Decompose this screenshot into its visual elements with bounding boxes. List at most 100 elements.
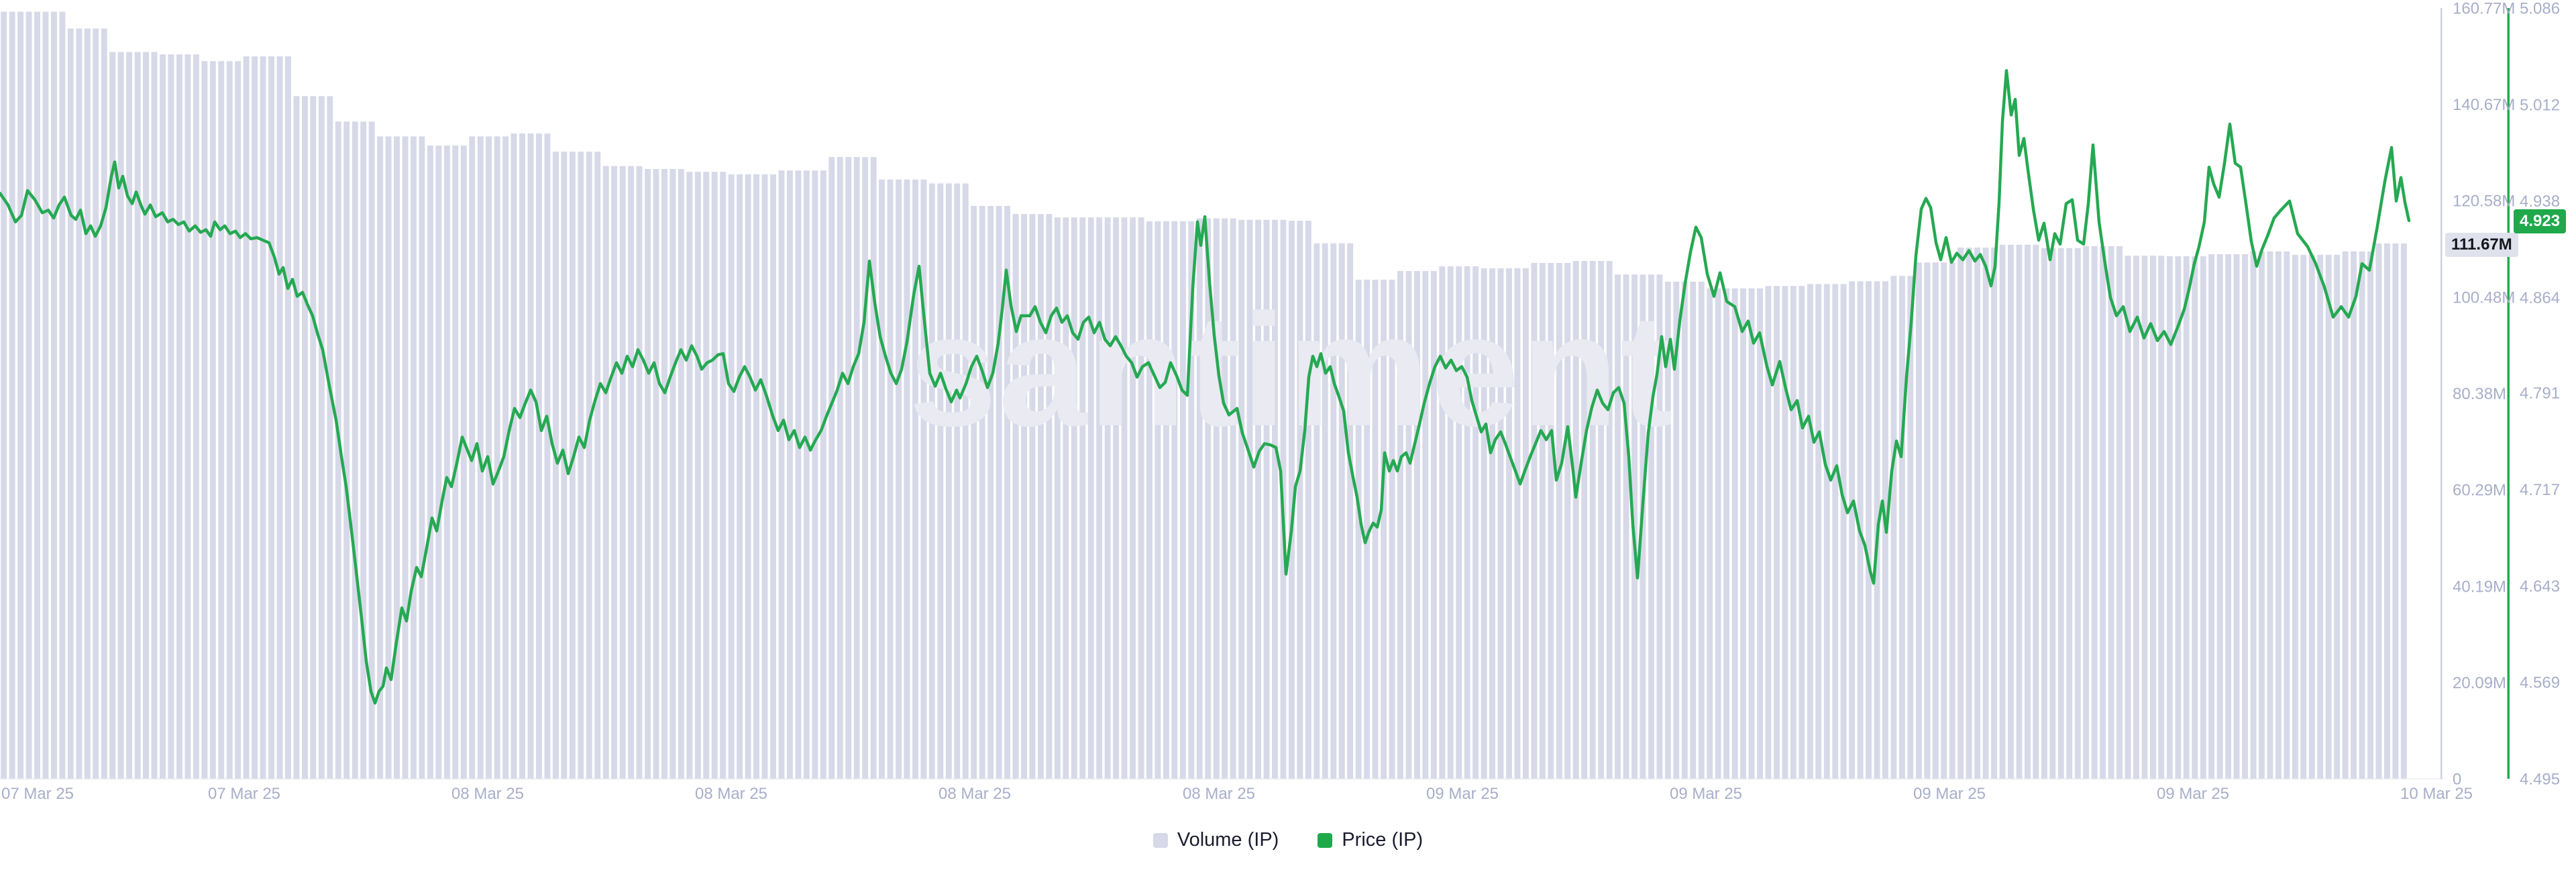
volume-bar (218, 61, 225, 779)
volume-bar (1213, 218, 1220, 779)
volume-bar (9, 11, 15, 779)
x-tick-label: 07 Mar 25 (208, 785, 280, 803)
volume-bar (1523, 268, 1529, 779)
volume-bar (1514, 268, 1521, 779)
volume-bar (443, 145, 450, 779)
volume-bar (853, 157, 860, 779)
volume-bar (1087, 217, 1094, 779)
volume-bar (2225, 254, 2232, 779)
volume-bar (260, 56, 266, 779)
volume-bar (1146, 221, 1152, 779)
volume-tick-label: 80.38M (2453, 385, 2506, 403)
volume-bar (1456, 266, 1462, 779)
volume-bar (2308, 254, 2315, 779)
volume-bar (17, 11, 23, 779)
volume-bar (1171, 221, 1178, 779)
volume-bar (1481, 268, 1487, 779)
volume-bar (1924, 262, 1931, 779)
volume-bar (243, 56, 250, 779)
volume-bar (912, 179, 918, 779)
volume-bar (1982, 248, 1989, 779)
volume-bar (1489, 268, 1495, 779)
price-line-layer (0, 69, 2411, 705)
volume-bar (1355, 280, 1362, 779)
volume-bar (2150, 256, 2156, 779)
volume-bar (1556, 263, 1562, 779)
volume-bar (184, 54, 191, 779)
volume-bar (1648, 274, 1654, 779)
volume-bar (1004, 206, 1010, 779)
volume-bar (1832, 284, 1839, 779)
volume-bar (553, 152, 559, 779)
volume-bar (987, 206, 994, 779)
volume-bar (126, 52, 133, 779)
volume-bar (1138, 217, 1144, 779)
volume-bar (2033, 244, 2039, 779)
volume-bar (2267, 251, 2273, 779)
volume-bar (636, 166, 643, 779)
volume-bar (2091, 246, 2098, 779)
watermark: santiment (908, 282, 1674, 459)
volume-bar (1598, 261, 1605, 779)
volume-bar (2317, 254, 2324, 779)
volume-bar (435, 145, 442, 779)
volume-bar (59, 11, 66, 779)
volume-bar (2259, 251, 2265, 779)
legend-item-volume[interactable]: Volume (IP) (1152, 829, 1279, 851)
volume-bar (761, 174, 768, 779)
volume-bar (1330, 243, 1337, 779)
volume-tick-label: 140.67M (2453, 96, 2515, 114)
volume-bar (1238, 219, 1245, 779)
volume-bar (1991, 248, 1997, 779)
volume-bar (1890, 276, 1897, 779)
volume-bar (2233, 254, 2240, 779)
volume-bar (1949, 262, 1955, 779)
volume-bar (2392, 243, 2399, 779)
volume-bar (1289, 221, 1295, 779)
volume-bar (1397, 271, 1403, 779)
volume-bar (1899, 276, 1905, 779)
volume-bar (2108, 246, 2114, 779)
volume-bar (2141, 256, 2148, 779)
volume-bar (1807, 284, 1813, 779)
volume-bar (1439, 266, 1446, 779)
volume-tick-label: 20.09M (2453, 674, 2506, 692)
volume-bar (360, 121, 367, 779)
volume-bar (1615, 274, 1621, 779)
volume-bar (1941, 262, 1947, 779)
volume-bar (109, 52, 116, 779)
volume-tick-label: 40.19M (2453, 578, 2506, 596)
volume-bar (669, 168, 676, 779)
legend-item-price[interactable]: Price (IP) (1318, 829, 1423, 851)
volume-bar (1297, 221, 1303, 779)
volume-bar (2300, 254, 2307, 779)
volume-bar (2166, 256, 2173, 779)
volume-bar (1096, 217, 1103, 779)
volume-bar (84, 28, 91, 779)
volume-bar (2183, 256, 2190, 779)
volume-bar (1272, 219, 1278, 779)
volume-bar (2325, 254, 2332, 779)
volume-bar (2175, 256, 2182, 779)
volume-bar (1681, 281, 1688, 779)
volume-bar (176, 54, 182, 779)
volume-bar (1999, 244, 2006, 779)
volume-bar (619, 166, 626, 779)
volume-bar (1263, 219, 1270, 779)
volume-tick-label: 100.48M (2453, 288, 2515, 307)
volume-bar (419, 136, 425, 779)
volume-bar (1054, 217, 1061, 779)
volume-bar (1414, 271, 1420, 779)
volume-bar (1799, 286, 1805, 779)
volume-bar (1104, 217, 1111, 779)
volume-bar (1715, 288, 1721, 779)
volume-bar (2083, 246, 2090, 779)
volume-bar (1966, 248, 1972, 779)
volume-bar (2192, 256, 2198, 779)
volume-bar (778, 170, 785, 779)
volume-bar (276, 56, 283, 779)
volume-bar (1113, 217, 1120, 779)
volume-bar (1932, 262, 1939, 779)
